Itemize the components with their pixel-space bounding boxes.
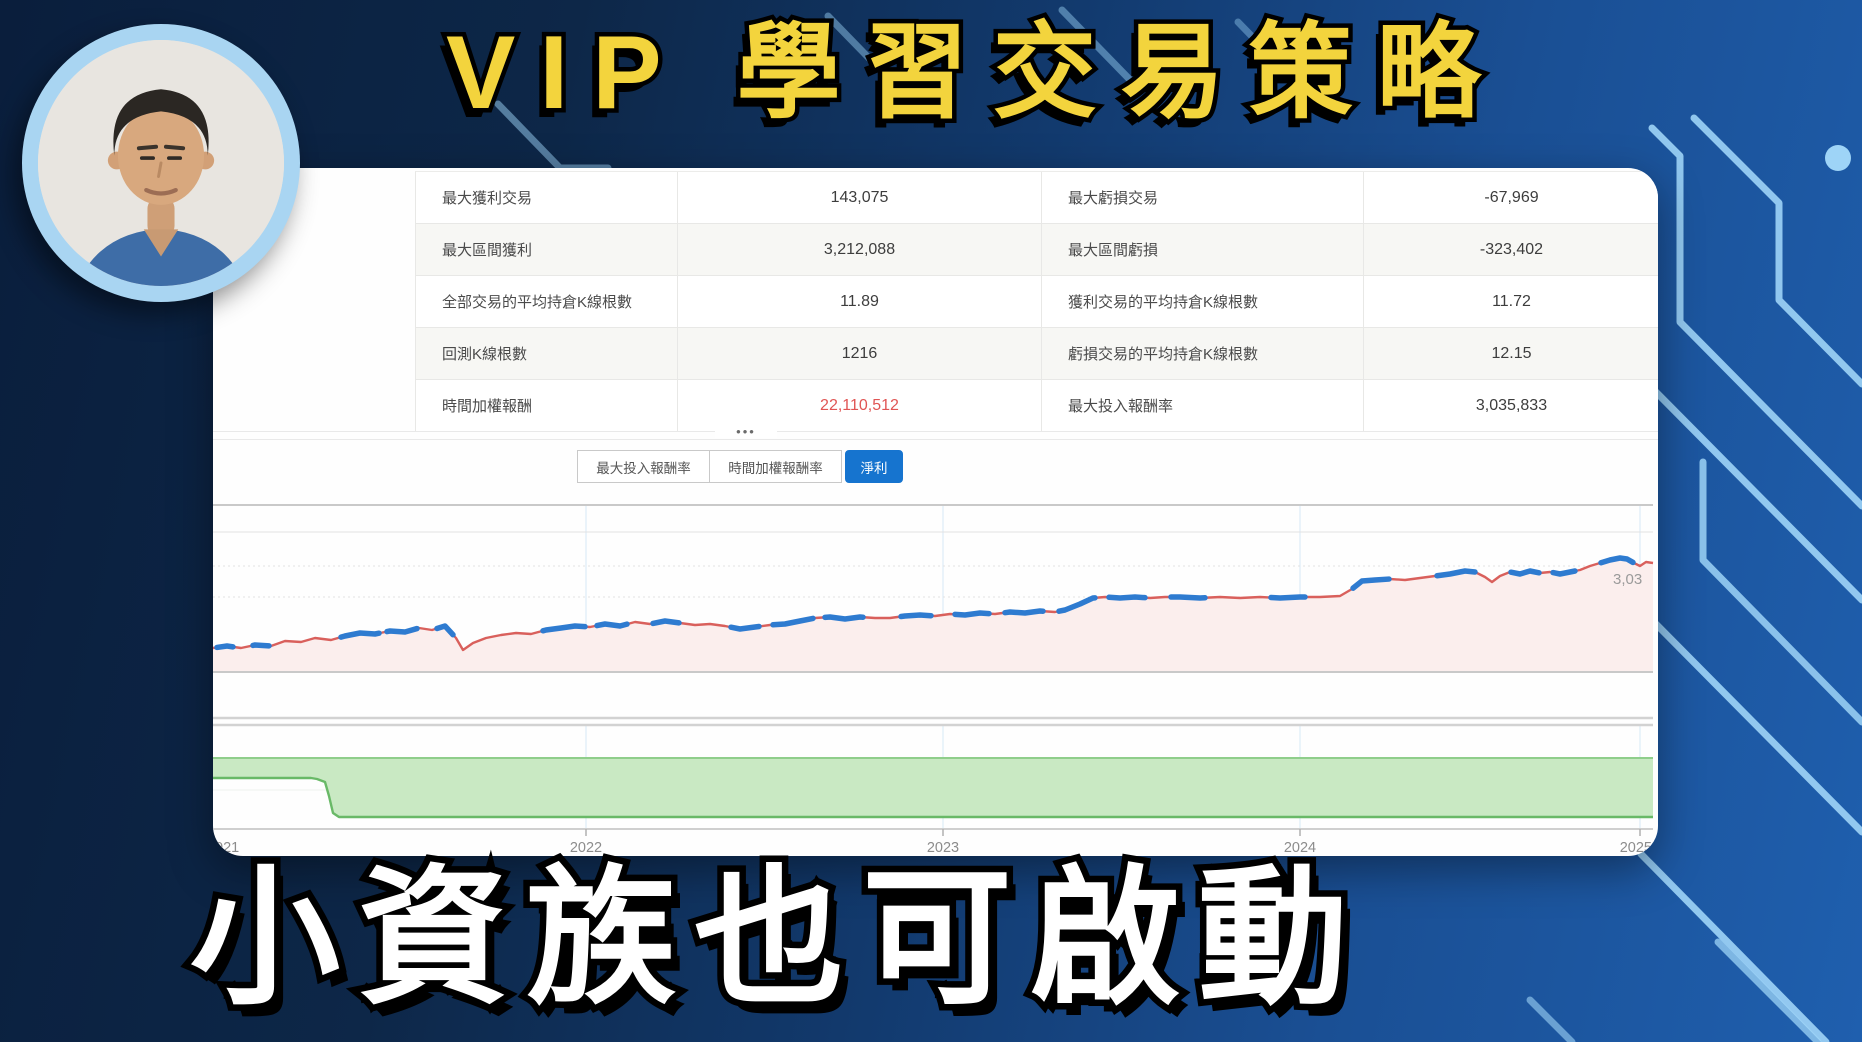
- trade-marker-segment: [1598, 555, 1636, 566]
- stat-label: 最大區間虧損: [1041, 224, 1363, 276]
- stats-table: 最大獲利交易 143,075 最大虧損交易 -67,969 最大區間獲利 3,212,08…: [415, 171, 1658, 432]
- stat-label: 時間加權報酬: [416, 380, 677, 432]
- trade-marker-segment: [384, 625, 420, 635]
- backtest-report-panel: 最大獲利交易 143,075 最大虧損交易 -67,969 最大區間獲利 3,212,08…: [213, 168, 1658, 856]
- stat-label: 最大獲利交易: [416, 172, 677, 224]
- stat-label: 最大投入報酬率: [1041, 380, 1363, 432]
- stat-value: 3,035,833: [1363, 380, 1658, 432]
- trade-marker-segment: [214, 643, 236, 651]
- tab-1[interactable]: 時間加權報酬率: [709, 450, 842, 483]
- trade-marker-segment: [1002, 608, 1046, 616]
- instructor-photo: [38, 40, 284, 286]
- trade-marker-segment: [594, 621, 630, 629]
- trade-marker-segment: [952, 610, 992, 618]
- trade-marker-segment: [1550, 568, 1578, 577]
- trade-marker-segment: [1056, 595, 1098, 614]
- trade-marker-segment: [770, 615, 816, 628]
- circuit-node-dot: [1825, 145, 1851, 171]
- stat-value: 12.15: [1363, 328, 1658, 380]
- stat-value: -323,402: [1363, 224, 1658, 276]
- circuit-trace: [1690, 114, 1862, 388]
- circuit-trace: [1648, 384, 1862, 604]
- equity-line: [213, 556, 1654, 652]
- trade-marker-segment: [1168, 594, 1208, 601]
- equity-area-fill: [213, 558, 1653, 672]
- circuit-trace: [824, 12, 904, 94]
- stat-value: 143,075: [677, 172, 1041, 224]
- trade-marker-segment: [1268, 594, 1308, 601]
- tab-2[interactable]: 淨利: [845, 450, 903, 483]
- trade-marker-segment: [898, 612, 934, 620]
- trade-marker-segment: [338, 630, 382, 640]
- stat-label: 最大虧損交易: [1041, 172, 1363, 224]
- stat-label: 虧損交易的平均持倉K線根數: [1041, 328, 1363, 380]
- stat-value: 11.89: [677, 276, 1041, 328]
- trade-marker-segment: [540, 623, 588, 634]
- stat-value: 11.72: [1363, 276, 1658, 328]
- stat-label: 最大區間獲利: [416, 224, 677, 276]
- metric-tab-bar: 最大投入報酬率 時間加權報酬率 淨利: [577, 450, 903, 483]
- circuit-trace: [1648, 616, 1862, 836]
- trade-marker-segment: [728, 623, 762, 632]
- page-title: VIP 學習交易策略: [442, 11, 1505, 136]
- circuit-trace: [1526, 996, 1576, 1042]
- circuit-trace: [1234, 18, 1304, 90]
- trade-marker-segment: [1106, 594, 1148, 601]
- drawdown-line: [213, 776, 1653, 819]
- trade-marker-segment: [650, 618, 682, 627]
- drag-handle-dots[interactable]: •••: [715, 425, 777, 438]
- trade-marker-segment: [250, 642, 272, 649]
- stat-label: 回測K線根數: [416, 328, 677, 380]
- drawdown-area-fill: [213, 758, 1653, 817]
- stat-value: 1216: [677, 328, 1041, 380]
- avatar: [22, 24, 300, 302]
- bottom-headline: 小資族也可啟動: [183, 848, 1367, 1029]
- stat-label: 獲利交易的平均持倉K線根數: [1041, 276, 1363, 328]
- trade-marker-segment: [434, 623, 456, 638]
- stat-value: 3,212,088: [677, 224, 1041, 276]
- circuit-trace: [1699, 458, 1862, 726]
- circuit-trace: [1637, 850, 1830, 1042]
- circuit-trace: [1714, 938, 1822, 1042]
- portrait-illustration: [38, 40, 284, 286]
- table-separator-line: [213, 439, 1658, 440]
- equity-end-label: 3,03: [1613, 571, 1642, 588]
- trade-marker-segment: [1508, 568, 1542, 577]
- circuit-trace: [1648, 124, 1862, 510]
- trade-marker-segment: [822, 614, 866, 622]
- circuit-trace: [1058, 6, 1140, 90]
- tab-0[interactable]: 最大投入報酬率: [577, 450, 710, 483]
- table-separator-line: [213, 431, 1658, 432]
- trade-marker-segment: [1350, 576, 1392, 591]
- stat-value: -67,969: [1363, 172, 1658, 224]
- stat-label: 全部交易的平均持倉K線根數: [416, 276, 677, 328]
- trade-marker-segment: [1434, 568, 1478, 579]
